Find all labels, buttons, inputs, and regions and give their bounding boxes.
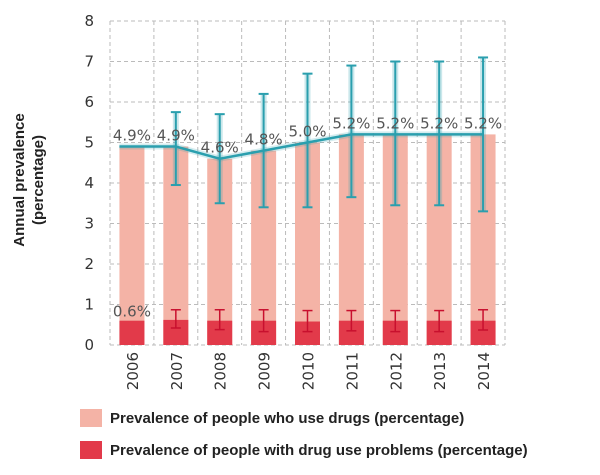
y-tick-label: 7	[84, 53, 94, 71]
x-tick-label: 2011	[343, 352, 361, 390]
error-bars-people-who-use-drugs	[170, 56, 489, 213]
error-bar-problems	[302, 309, 313, 333]
data-label-users: 4.9%	[157, 127, 195, 145]
y-tick-label: 1	[84, 296, 94, 314]
x-tick-label: 2013	[431, 352, 449, 390]
data-label-users: 4.6%	[201, 139, 239, 157]
error-bar-users	[302, 72, 313, 209]
x-tick-label: 2007	[168, 352, 186, 390]
error-bar-users	[346, 64, 357, 199]
bar-users	[119, 146, 145, 345]
error-bar-problems	[434, 309, 445, 333]
error-bar-problems	[478, 309, 489, 331]
bar-problems	[295, 321, 320, 345]
y-tick-label: 3	[84, 215, 94, 233]
trend-line	[119, 131, 484, 162]
y-tick-label: 8	[84, 12, 94, 30]
legend-swatch-users	[80, 409, 102, 427]
data-label-users: 5.0%	[288, 123, 326, 141]
y-tick-label: 4	[84, 174, 94, 192]
error-bar-problems	[170, 309, 181, 329]
legend-label-users: Prevalence of people who use drugs (perc…	[110, 409, 465, 427]
data-label-users: 4.9%	[113, 127, 151, 145]
y-tick-label: 0	[84, 336, 94, 354]
data-label-users: 5.2%	[332, 114, 370, 132]
data-label-problems: 0.6%	[113, 303, 151, 321]
chart: 0 1 2 3 4 5 6 7 8 4.9% 4.9% 4.6% 4.8% 5.0% 5.2% 5.2% 5.…	[11, 12, 506, 390]
x-tick-label: 2012	[387, 352, 405, 390]
error-bar-problems	[214, 309, 225, 331]
legend-item-problems: Prevalence of people with drug use probl…	[80, 440, 595, 460]
error-bars-drug-use-problems	[170, 309, 489, 333]
x-tick-label: 2014	[475, 352, 493, 390]
data-label-users: 5.2%	[420, 114, 458, 132]
data-label-users: 4.8%	[245, 131, 283, 149]
x-tick-label: 2010	[300, 352, 318, 390]
x-tick-label: 2009	[256, 352, 274, 390]
y-axis-label-line1: Annual prevalence	[11, 113, 28, 246]
legend-swatch-problems	[80, 441, 102, 459]
error-bar-users	[170, 111, 181, 187]
trend-line-path	[119, 133, 484, 160]
y-tick-label: 6	[84, 93, 94, 111]
y-tick-label: 2	[84, 255, 94, 273]
legend-item-users: Prevalence of people who use drugs (perc…	[80, 408, 595, 428]
y-axis-ticks: 0 1 2 3 4 5 6 7 8	[84, 12, 94, 354]
legend-label-problems: Prevalence of people with drug use probl…	[110, 441, 528, 459]
bar-problems	[119, 320, 145, 345]
error-bar-problems	[258, 309, 269, 333]
data-labels: 4.9% 4.9% 4.6% 4.8% 5.0% 5.2% 5.2% 5.2% 5.2% 0.6%	[113, 114, 502, 320]
x-tick-label: 2006	[124, 352, 142, 390]
y-axis-label-line2: (percentage)	[30, 135, 47, 225]
data-label-users: 5.2%	[376, 114, 414, 132]
error-bar-problems	[390, 309, 401, 333]
x-tick-label: 2008	[212, 352, 230, 390]
error-bar-problems	[346, 309, 357, 332]
x-axis-ticks: 2006 2007 2008 2009 2010 2011 2012 2013 2014	[124, 352, 493, 390]
y-tick-label: 5	[84, 134, 94, 152]
data-label-users: 5.2%	[464, 114, 502, 132]
